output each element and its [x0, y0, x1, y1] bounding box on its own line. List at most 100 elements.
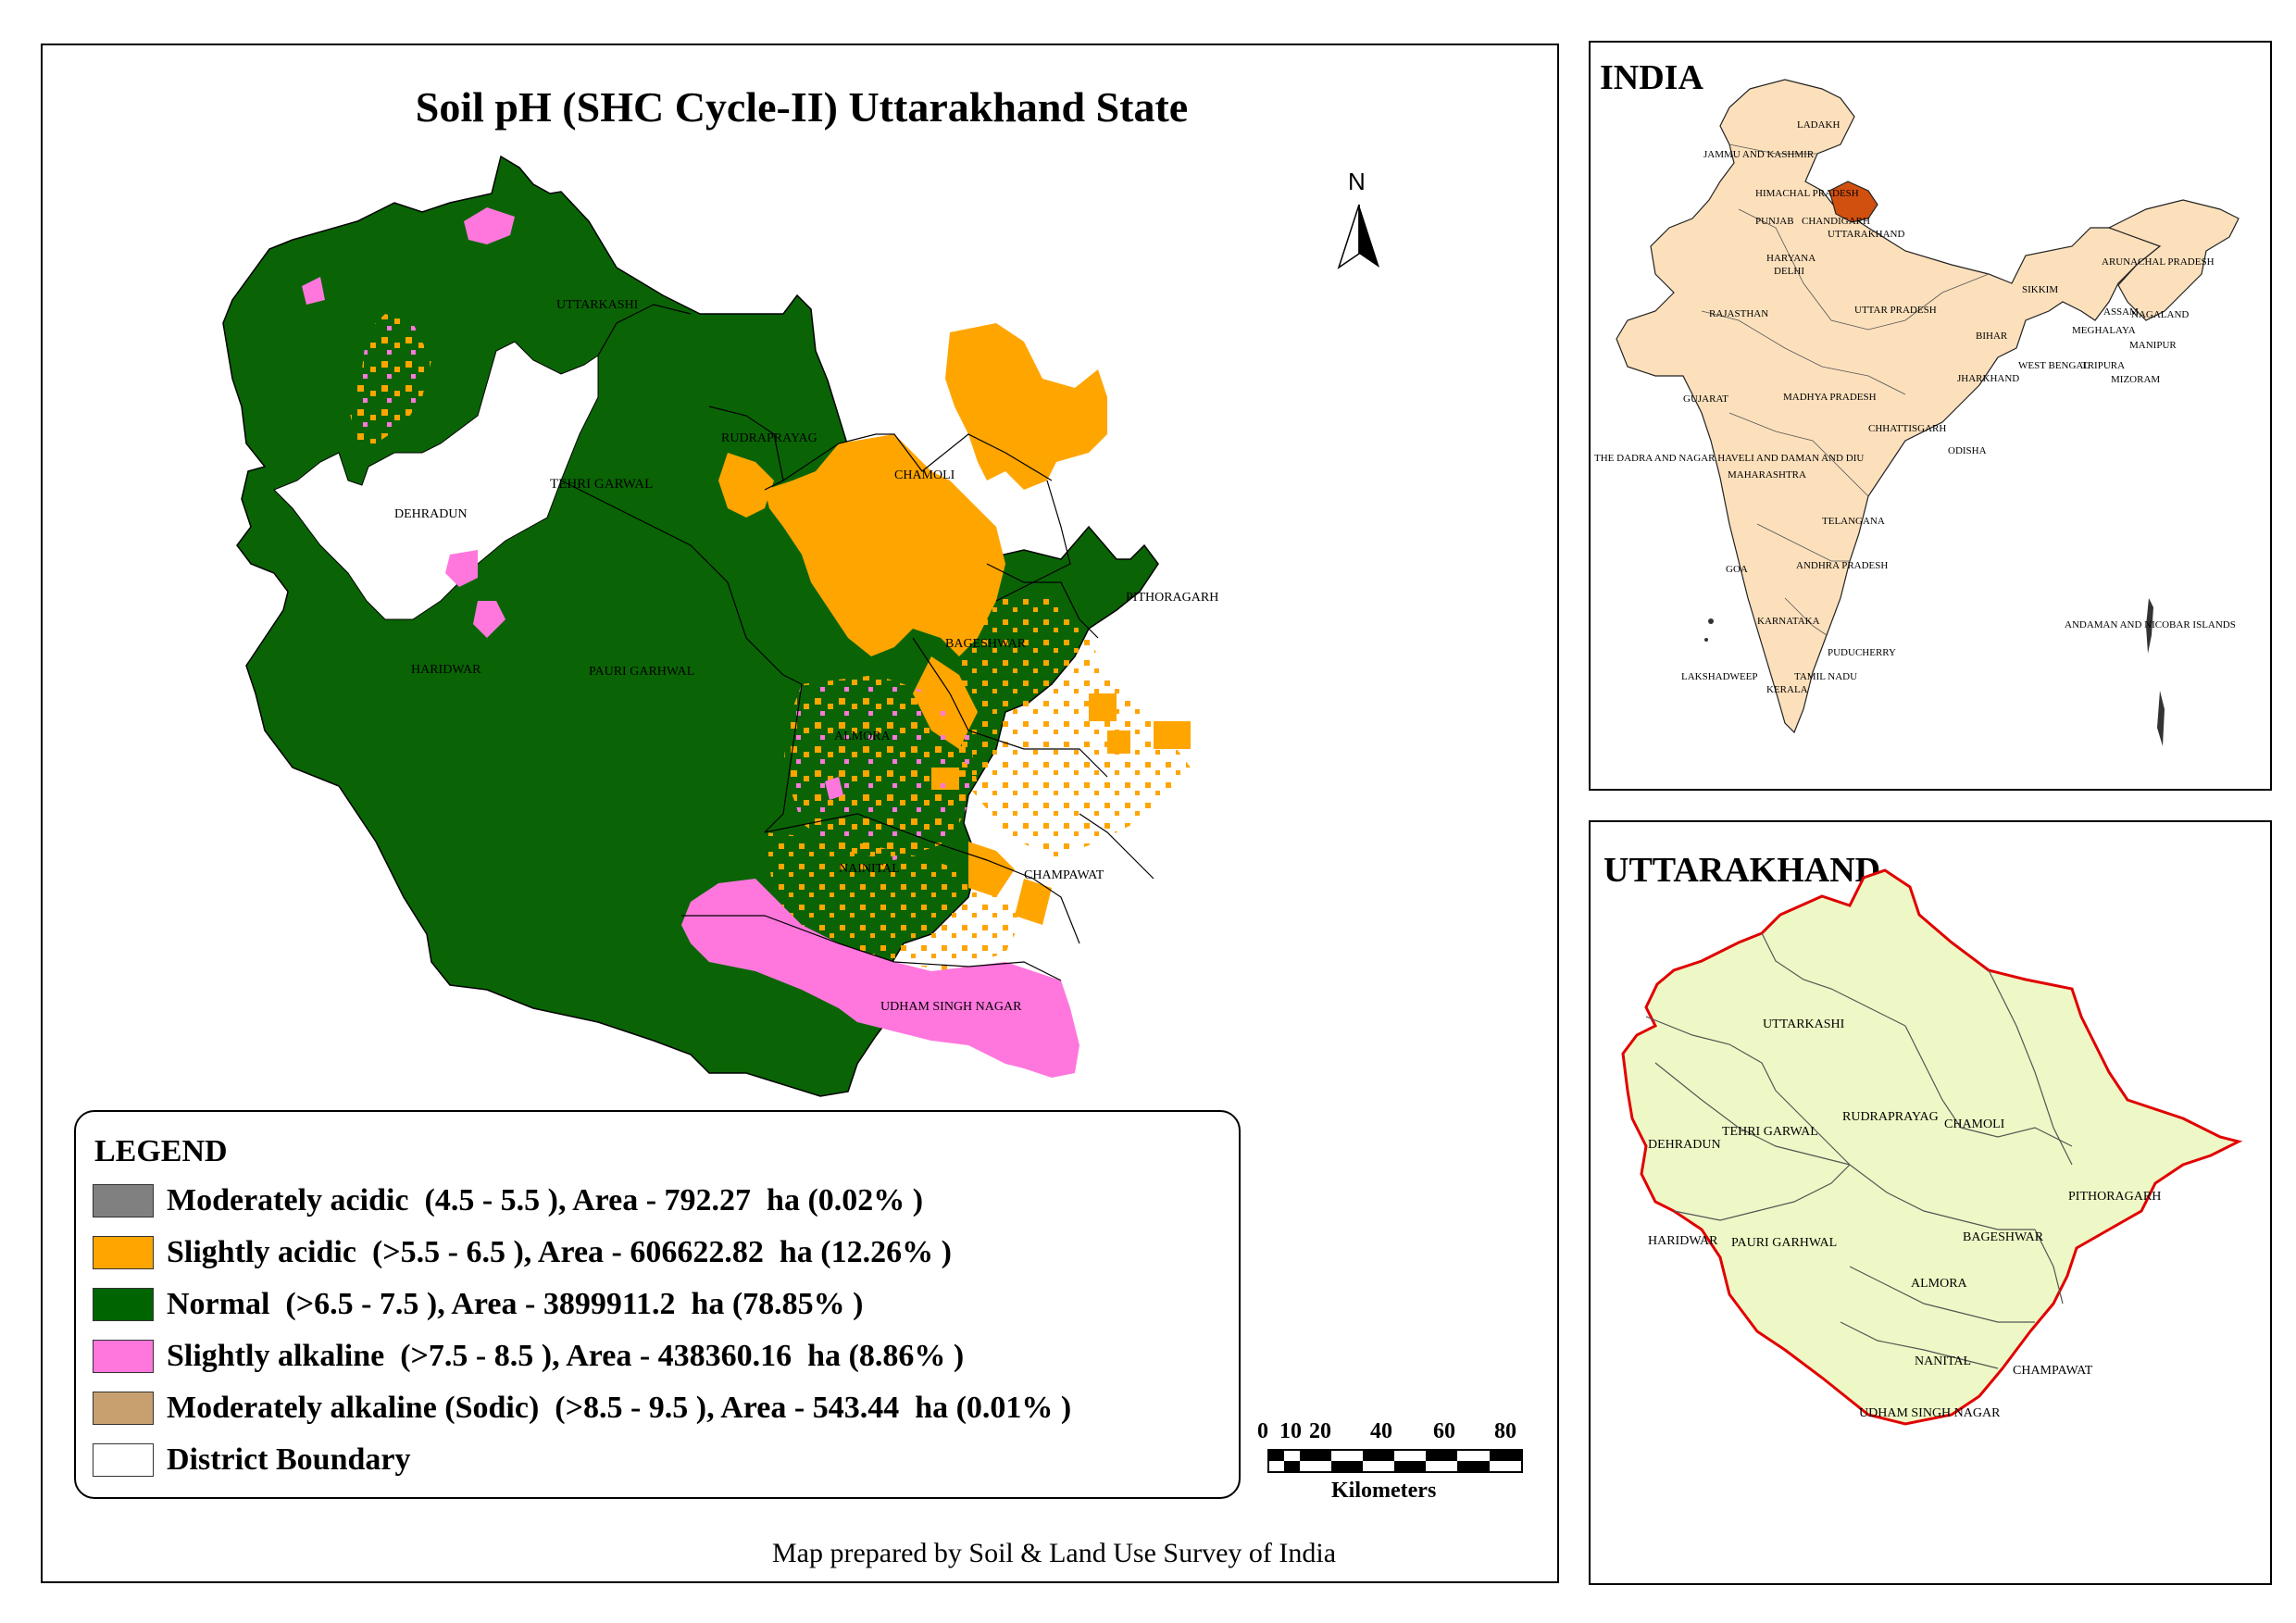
label-manipur: MANIPUR	[2129, 340, 2177, 351]
label-jharkhand: JHARKHAND	[1957, 373, 2019, 384]
legend-swatch	[93, 1392, 154, 1425]
scale-tick-80: 80	[1494, 1419, 1516, 1443]
label-punjab: PUNJAB	[1755, 216, 1794, 227]
label-nanital: NANITAL	[1915, 1355, 1971, 1368]
label-pauri-garhwal: PAURI GARHWAL	[589, 665, 694, 679]
slightly-alkaline-areas	[302, 207, 1079, 1078]
legend-label: District Boundary	[167, 1442, 411, 1477]
label-nagaland: NAGALAND	[2131, 309, 2189, 320]
uttarakhand-district-labels: UTTARKASHI TEHRI GARWAL RUDRAPRAYAG CHAM…	[1648, 1017, 2161, 1420]
label-haridwar: HARIDWAR	[1648, 1234, 1718, 1248]
mixed-speckle-central	[783, 675, 978, 860]
label-udham-singh-nagar: UDHAM SINGH NAGAR	[880, 1000, 1022, 1014]
uttarakhand-district-boundaries	[1645, 932, 2073, 1369]
label-tehri-garwal: TEHRI GARWAL	[1722, 1125, 1818, 1139]
label-arunachal-pradesh: ARUNACHAL PRADESH	[2102, 256, 2215, 268]
label-rajasthan: RAJASTHAN	[1709, 308, 1768, 319]
label-uttarkashi: UTTARKASHI	[1763, 1017, 1845, 1031]
label-bageshwar: BAGESHWAR	[945, 637, 1027, 651]
scale-tick-20: 20	[1309, 1419, 1331, 1443]
india-state-labels: LADAKH JAMMU AND KASHMIR HIMACHAL PRADES…	[1594, 119, 2236, 695]
label-chamoli: CHAMOLI	[1944, 1117, 2005, 1131]
lakshadweep-dot	[1704, 638, 1708, 642]
northeast-india	[2107, 199, 2240, 321]
legend-swatch	[93, 1340, 154, 1373]
label-odisha: ODISHA	[1948, 445, 1987, 456]
label-uttar-pradesh: UTTAR PRADESH	[1854, 305, 1937, 316]
label-puducherry: PUDUCHERRY	[1828, 647, 1896, 658]
label-gujarat: GUJARAT	[1683, 393, 1728, 405]
legend-item-moderately-alkaline: Moderately alkaline (Sodic) (>8.5 - 9.5 …	[93, 1390, 1071, 1427]
label-nainital: NAINITAL	[839, 862, 900, 876]
label-rudraprayag: RUDRAPRAYAG	[1842, 1110, 1939, 1124]
label-champawat: CHAMPAWAT	[1024, 868, 1104, 882]
label-karnataka: KARNATAKA	[1757, 616, 1820, 627]
legend-box: LEGEND Moderately acidic (4.5 - 5.5 ), A…	[74, 1110, 1241, 1499]
legend-swatch	[93, 1184, 154, 1217]
label-almora: ALMORA	[834, 730, 892, 743]
label-ladakh: LADAKH	[1797, 119, 1840, 131]
legend-label: Normal (>6.5 - 7.5 ), Area - 3899911.2 h…	[167, 1287, 864, 1321]
label-tripura: TRIPURA	[2081, 360, 2125, 371]
uttarakhand-ph-map: UTTARKASHI TEHRI GARWAL DEHRADUN RUDRAPR…	[222, 155, 1523, 1473]
scale-unit: Kilometers	[1331, 1479, 1437, 1503]
label-rudraprayag: RUDRAPRAYAG	[721, 431, 817, 445]
label-west-bengal: WEST BENGAL	[2018, 360, 2090, 371]
label-tehri-garwal: TEHRI GARWAL	[550, 477, 653, 492]
label-pithoragarh: PITHORAGARH	[1126, 591, 1218, 605]
label-udham-singh-nagar: UDHAM SINGH NAGAR	[1859, 1406, 2001, 1420]
label-champawat: CHAMPAWAT	[2013, 1364, 2093, 1378]
legend-swatch	[93, 1288, 154, 1321]
label-lakshadweep: LAKSHADWEEP	[1681, 671, 1758, 682]
label-delhi: DELHI	[1774, 266, 1804, 277]
scale-tick-0: 0	[1257, 1419, 1268, 1443]
label-chamoli: CHAMOLI	[894, 468, 955, 482]
uttarakhand-inset-title: UTTARAKHAND	[1603, 851, 1881, 890]
uttarakhand-highlight	[1828, 181, 1878, 223]
north-arrow-icon	[1337, 204, 1379, 269]
scale-tick-10: 10	[1279, 1419, 1302, 1443]
uttarakhand-outline	[1621, 868, 2243, 1426]
label-himachal-pradesh: HIMACHAL PRADESH	[1755, 188, 1859, 199]
mixed-speckle-nainital	[765, 832, 1024, 971]
label-madhya-pradesh: MADHYA PRADESH	[1783, 392, 1877, 403]
map-title: Soil pH (SHC Cycle-II) Uttarakhand State	[415, 83, 1189, 131]
legend-item-slightly-acidic: Slightly acidic (>5.5 - 6.5 ), Area - 60…	[93, 1234, 952, 1271]
label-bihar: BIHAR	[1976, 331, 2008, 342]
legend-item-normal: Normal (>6.5 - 7.5 ), Area - 3899911.2 h…	[93, 1286, 864, 1323]
label-sikkim: SIKKIM	[2022, 284, 2058, 295]
label-dadra-nagar-haveli-daman-diu: THE DADRA AND NAGAR HAVELI AND DAMAN AND…	[1594, 453, 1864, 464]
label-jammu-and-kashmir: JAMMU AND KASHMIR	[1703, 149, 1815, 160]
label-uttarkashi: UTTARKASHI	[556, 298, 639, 312]
label-chandigarh: CHANDIGARH	[1802, 216, 1870, 227]
india-inset-frame: INDIA LADAKH JAMMU AND KASHMIR HIMACHAL …	[1589, 41, 2272, 791]
main-map-frame: Soil pH (SHC Cycle-II) Uttarakhand State	[41, 44, 1559, 1583]
label-mizoram: MIZORAM	[2111, 374, 2160, 385]
india-landmass	[1616, 79, 2161, 734]
mixed-speckle-west	[348, 314, 431, 443]
district-boundaries	[560, 304, 1154, 981]
scale-bar	[1267, 1449, 1523, 1473]
scale-tick-40: 40	[1370, 1419, 1392, 1443]
label-haridwar: HARIDWAR	[411, 663, 481, 677]
label-dehradun: DEHRADUN	[1648, 1138, 1721, 1152]
uttarakhand-district-map: UTTARKASHI TEHRI GARWAL RUDRAPRAYAG CHAM…	[1621, 868, 2243, 1426]
label-pithoragarh: PITHORAGARH	[2068, 1190, 2161, 1204]
label-andhra-pradesh: ANDHRA PRADESH	[1796, 560, 1888, 571]
india-state-boundaries	[1701, 144, 1990, 636]
district-labels: UTTARKASHI TEHRI GARWAL DEHRADUN RUDRAPR…	[394, 298, 1218, 1014]
label-meghalaya: MEGHALAYA	[2072, 325, 2136, 336]
india-inset-title: INDIA	[1600, 58, 1703, 97]
mixed-speckle-east	[950, 592, 1191, 860]
legend-item-district-boundary: District Boundary	[93, 1442, 411, 1479]
andaman-islands	[2146, 598, 2165, 746]
legend-swatch	[93, 1443, 154, 1477]
legend-swatch	[93, 1236, 154, 1269]
legend-item-slightly-alkaline: Slightly alkaline (>7.5 - 8.5 ), Area - …	[93, 1338, 964, 1375]
tehri-garwal-nodata	[273, 341, 599, 620]
legend-item-moderately-acidic: Moderately acidic (4.5 - 5.5 ), Area - 7…	[93, 1182, 923, 1219]
label-chhattisgarh: CHHATTISGARH	[1868, 423, 1946, 434]
label-bageshwar: BAGESHWAR	[1963, 1230, 2044, 1244]
label-almora: ALMORA	[1911, 1277, 1968, 1291]
lakshadweep-dot	[1708, 618, 1714, 624]
